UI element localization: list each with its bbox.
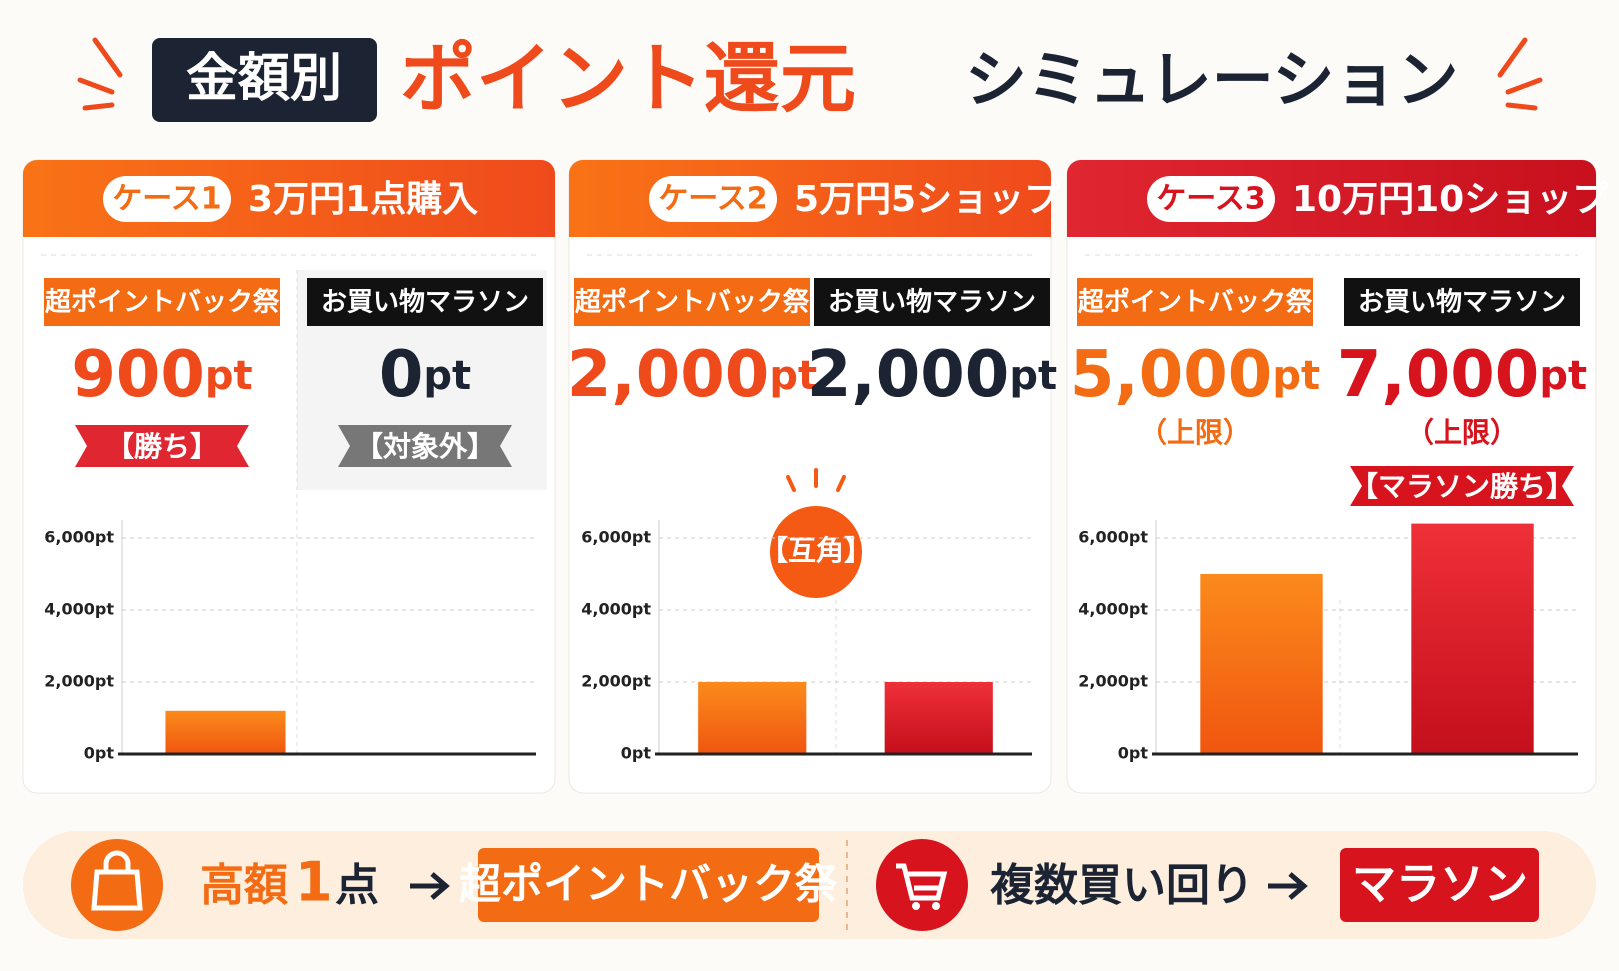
amount: 900pt — [71, 338, 252, 412]
title-tag-box — [152, 38, 377, 122]
label: 超ポイントバック祭 — [575, 287, 810, 318]
label: お買い物マラソン — [321, 288, 529, 318]
footer-tag-box — [478, 848, 819, 922]
ribbon-text: 【勝ち】 — [106, 430, 218, 463]
cart-icon — [876, 839, 968, 931]
y-tick-label: 0pt — [1118, 744, 1149, 763]
amount-unit: pt — [205, 353, 253, 399]
bar — [1200, 574, 1323, 754]
ribbon — [1350, 466, 1574, 506]
ribbon — [75, 425, 249, 467]
amount-number: 5,000 — [1070, 338, 1272, 412]
y-tick-label: 4,000pt — [44, 600, 114, 619]
y-tick-label: 0pt — [84, 744, 115, 763]
label-box — [1077, 278, 1313, 326]
bar — [698, 682, 807, 754]
y-tick-label: 0pt — [621, 744, 652, 763]
callout-spark — [786, 475, 796, 492]
cards: ケース1 3万円1点購入超ポイントバック祭900pt【勝ち】お買い物マラソン0pt… — [22, 159, 1608, 794]
amount-unit: pt — [1539, 353, 1587, 399]
footer-text: 複数買い回り — [990, 860, 1254, 911]
label: 超ポイントバック祭 — [45, 287, 280, 318]
bag-glyph — [91, 850, 143, 911]
amount-number: 7,000 — [1337, 338, 1539, 412]
y-tick-label: 4,000pt — [581, 600, 651, 619]
footer-tag: 超ポイントバック祭 — [459, 860, 838, 909]
label-box — [1344, 278, 1580, 326]
arrow — [410, 872, 450, 900]
y-tick-label: 6,000pt — [581, 528, 651, 547]
case-title: 5万円5ショップ — [794, 179, 1060, 220]
footer-text: 高額 — [200, 860, 288, 911]
footer-num: 1 — [295, 851, 333, 914]
arrow — [1268, 872, 1308, 900]
footer-tag: マラソン — [1352, 859, 1528, 910]
ribbon-text: 【マラソン勝ち】 — [1350, 470, 1574, 503]
amount-unit: pt — [1009, 353, 1057, 399]
bar — [884, 682, 993, 754]
case-title: 3万円1点購入 — [248, 179, 478, 220]
title-highlight: ポイント還元 — [400, 34, 856, 123]
amount: 0pt — [379, 338, 471, 412]
bar — [165, 710, 286, 754]
amount: 5,000pt — [1070, 338, 1320, 412]
amount-unit: pt — [423, 353, 471, 399]
label-box — [574, 278, 810, 326]
label: お買い物マラソン — [1358, 288, 1566, 318]
amount: 2,000pt — [567, 338, 817, 412]
footer-tag-box — [1340, 848, 1539, 922]
footer-text: 点 — [335, 860, 379, 911]
amount-unit: pt — [1272, 353, 1320, 399]
ribbon — [338, 425, 512, 467]
y-tick-label: 2,000pt — [581, 672, 651, 691]
badge: ケース1 — [112, 182, 221, 217]
amount-number: 2,000 — [807, 338, 1009, 412]
amount-number: 2,000 — [567, 338, 769, 412]
ribbon-text: 【対象外】 — [355, 430, 495, 463]
y-tick-label: 6,000pt — [1078, 528, 1148, 547]
cart-wheel — [932, 902, 940, 910]
amount: 7,000pt — [1337, 338, 1587, 412]
y-tick-label: 2,000pt — [1078, 672, 1148, 691]
title-burst — [77, 37, 1543, 111]
cart-glyph — [896, 863, 948, 901]
badge-box — [103, 176, 231, 222]
callout-circle — [770, 506, 862, 598]
amount-unit: pt — [769, 353, 817, 399]
y-tick-label: 6,000pt — [44, 528, 114, 547]
badge: ケース3 — [1156, 182, 1265, 217]
label-box — [814, 278, 1050, 326]
label-box — [307, 278, 543, 326]
amount-number: 900 — [71, 338, 205, 412]
callout-spark — [836, 475, 846, 492]
note: （上限） — [1406, 416, 1518, 449]
y-tick-label: 2,000pt — [44, 672, 114, 691]
case-title: 10万円10ショップ — [1292, 179, 1608, 220]
badge-box — [649, 176, 777, 222]
title: シミュレーション — [965, 43, 1459, 116]
label: お買い物マラソン — [828, 288, 1036, 318]
y-tick-label: 4,000pt — [1078, 600, 1148, 619]
note: （上限） — [1139, 416, 1251, 449]
title-tag: 金額別 — [186, 49, 342, 109]
callout: 【互角】 — [760, 534, 872, 567]
bar — [1411, 523, 1534, 754]
amount: 2,000pt — [807, 338, 1057, 412]
label-box — [44, 278, 280, 326]
label: 超ポイントバック祭 — [1078, 287, 1313, 318]
badge: ケース2 — [658, 182, 767, 217]
cart-wheel — [912, 902, 920, 910]
amount-number: 0 — [379, 338, 424, 412]
badge-box — [1147, 176, 1275, 222]
